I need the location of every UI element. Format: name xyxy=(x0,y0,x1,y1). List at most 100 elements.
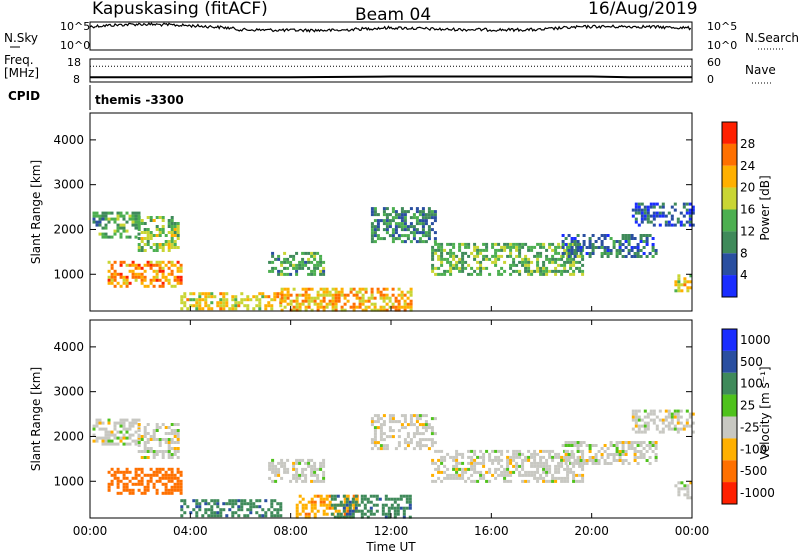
heatmap-cell xyxy=(161,216,165,219)
heatmap-cell xyxy=(405,500,409,504)
heatmap-cell xyxy=(572,455,576,459)
heatmap-cell xyxy=(268,461,272,465)
heatmap-cell xyxy=(431,251,435,255)
heatmap-cell xyxy=(488,257,492,261)
heatmap-cell xyxy=(137,275,141,279)
heatmap-cell xyxy=(402,494,406,498)
heatmap-cell xyxy=(403,438,407,442)
heatmap-cell xyxy=(137,429,141,432)
heatmap-cell xyxy=(503,248,507,252)
heatmap-cell xyxy=(104,427,108,431)
heatmap-cell xyxy=(557,476,561,480)
heatmap-cell xyxy=(116,226,120,230)
heatmap-cell xyxy=(367,296,371,300)
heatmap-cell xyxy=(107,482,111,486)
heatmap-cell xyxy=(198,295,202,299)
heatmap-cell xyxy=(591,234,595,237)
heatmap-cell xyxy=(98,427,102,431)
heatmap-cell xyxy=(572,257,576,261)
heatmap-cell xyxy=(143,237,147,240)
heatmap-cell xyxy=(461,263,465,267)
heatmap-cell xyxy=(376,426,380,430)
heatmap-cell xyxy=(446,251,450,255)
heatmap-cell xyxy=(382,213,386,217)
heatmap-cell xyxy=(283,470,287,474)
heatmap-cell xyxy=(176,456,180,459)
heatmap-cell xyxy=(449,260,453,264)
heatmap-cell xyxy=(688,220,692,224)
heatmap-cell xyxy=(113,269,117,273)
heatmap-cell xyxy=(560,479,564,483)
heatmap-cell xyxy=(372,512,376,516)
heatmap-cell xyxy=(240,508,244,512)
heatmap-cell xyxy=(600,243,604,246)
heatmap-cell xyxy=(268,269,272,273)
heatmap-cell xyxy=(228,499,232,503)
heatmap-cell xyxy=(134,272,138,276)
heatmap-cell xyxy=(92,211,96,215)
heatmap-cell xyxy=(567,441,571,444)
heatmap-cell xyxy=(633,255,637,258)
heatmap-cell xyxy=(213,514,217,518)
heatmap-cell xyxy=(634,412,638,416)
heatmap-cell xyxy=(640,202,644,206)
heatmap-cell xyxy=(542,263,546,267)
heatmap-cell xyxy=(408,494,412,498)
heatmap-cell xyxy=(357,503,361,507)
heatmap-cell xyxy=(539,476,543,480)
heatmap-cell xyxy=(348,515,352,519)
heatmap-cell xyxy=(180,301,184,305)
heatmap-cell xyxy=(176,275,180,279)
heatmap-cell xyxy=(536,461,540,465)
heatmap-cell xyxy=(116,476,120,480)
heatmap-cell xyxy=(437,266,441,270)
heatmap-cell xyxy=(494,449,498,453)
heatmap-cell xyxy=(270,505,274,509)
heatmap-cell xyxy=(101,214,105,218)
heatmap-cell xyxy=(167,281,171,285)
heatmap-cell xyxy=(128,433,132,437)
heatmap-cell xyxy=(415,240,419,244)
heatmap-cell xyxy=(292,263,296,267)
heatmap-cell xyxy=(688,202,692,206)
heatmap-cell xyxy=(382,308,386,312)
heatmap-cell xyxy=(273,292,277,296)
heatmap-cell xyxy=(396,506,400,510)
heatmap-cell xyxy=(161,284,165,288)
heatmap-cell xyxy=(167,467,171,471)
y-tick-label: 1000 xyxy=(53,267,84,281)
heatmap-cell xyxy=(216,499,220,503)
heatmap-cell xyxy=(125,476,129,480)
heatmap-cell xyxy=(307,515,311,519)
heatmap-cell xyxy=(363,497,367,501)
heatmap-cell xyxy=(122,488,126,492)
heatmap-cell xyxy=(686,487,690,491)
heatmap-cell xyxy=(576,447,580,450)
heatmap-cell xyxy=(639,249,643,252)
heatmap-cell xyxy=(340,287,344,291)
heatmap-cell xyxy=(140,435,144,438)
heatmap-cell xyxy=(449,272,453,276)
heatmap-cell xyxy=(325,305,329,309)
heatmap-cell xyxy=(497,257,501,261)
heatmap-cell xyxy=(585,246,589,249)
heatmap-cell xyxy=(651,249,655,252)
heatmap-cell xyxy=(536,257,540,261)
heatmap-cell xyxy=(125,482,129,486)
heatmap-cell xyxy=(554,245,558,249)
heatmap-cell xyxy=(676,421,680,425)
heatmap-cell xyxy=(400,225,404,229)
heatmap-cell xyxy=(322,293,326,297)
heatmap-cell xyxy=(488,479,492,483)
heatmap-cell xyxy=(128,269,132,273)
heatmap-cell xyxy=(639,234,643,237)
heatmap-cell xyxy=(158,260,162,264)
heatmap-cell xyxy=(527,248,531,252)
heatmap-cell xyxy=(119,260,123,264)
heatmap-cell xyxy=(334,290,338,294)
heatmap-cell xyxy=(183,301,187,305)
heatmap-cell xyxy=(161,266,165,270)
heatmap-cell xyxy=(325,287,329,291)
heatmap-cell xyxy=(298,512,302,516)
heatmap-cell xyxy=(340,305,344,309)
